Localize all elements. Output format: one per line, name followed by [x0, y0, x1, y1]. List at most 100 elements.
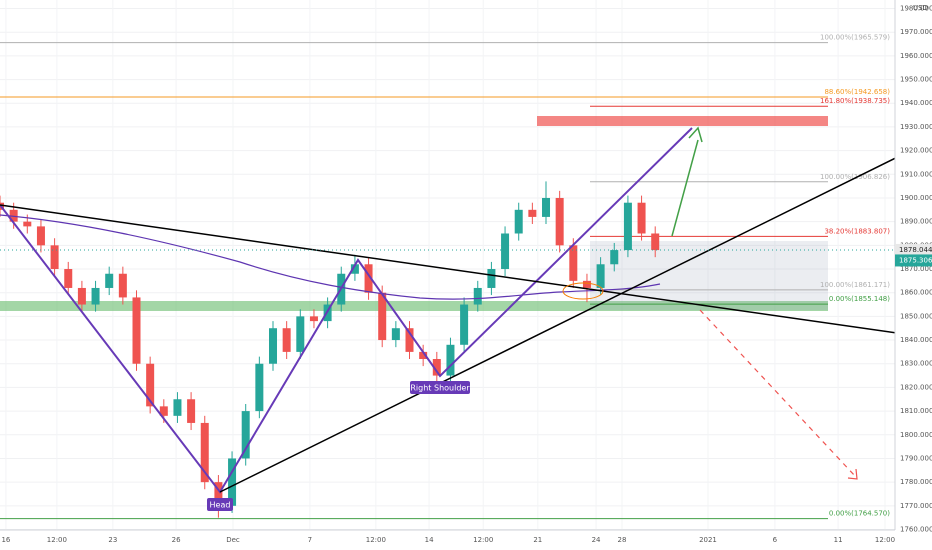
y-tick-label: 1900.000 — [900, 194, 932, 202]
range-box — [590, 241, 828, 310]
fib-label: 100.00%(1861.171) — [820, 281, 890, 289]
candle-body — [391, 328, 400, 341]
x-tick-label: 12:00 — [366, 536, 386, 544]
fib-label: 100.00%(1906.826) — [820, 173, 890, 181]
candle-body — [77, 287, 86, 305]
candle-body — [569, 245, 578, 281]
candle-body — [105, 273, 114, 288]
moving-average — [0, 214, 661, 300]
y-tick-label: 1970.000 — [900, 28, 932, 36]
y-tick-label: 1940.000 — [900, 99, 932, 107]
candle-body — [146, 363, 155, 407]
highlight-ellipse — [562, 282, 604, 300]
x-tick-label: 16 — [1, 536, 10, 544]
bid-price: 1875.306 — [899, 256, 932, 264]
candle-body — [350, 264, 359, 274]
candle-body — [241, 411, 250, 459]
x-tick-label: 12:00 — [47, 536, 67, 544]
head-badge — [207, 498, 233, 511]
x-tick-label: 26 — [172, 536, 181, 544]
candle-body — [378, 292, 387, 341]
candle-body — [269, 328, 278, 364]
candle-body — [596, 264, 605, 288]
candle-body — [514, 209, 523, 234]
candle-body — [487, 269, 496, 288]
x-tick-label: 14 — [425, 536, 434, 544]
candle-body — [23, 221, 32, 227]
fib-label: 161.80%(1938.735) — [820, 97, 890, 105]
candle-body — [405, 328, 414, 352]
y-tick-label: 1830.000 — [900, 360, 932, 368]
x-tick-label: 23 — [108, 536, 117, 544]
y-tick-label: 1850.000 — [900, 312, 932, 320]
y-tick-label: 1980.000 — [900, 5, 932, 13]
y-tick-label: 1800.000 — [900, 431, 932, 439]
shoulder-badge — [410, 381, 470, 394]
candle-body — [159, 406, 168, 416]
bid-price-box — [895, 254, 932, 267]
bear-arrowhead — [847, 468, 858, 480]
levels: 100.00%(1965.579) 88.60%(1942.658)161.80%… — [0, 34, 890, 520]
candle-body — [214, 482, 223, 506]
grid — [0, 0, 895, 530]
y-tick-label: 1840.000 — [900, 336, 932, 344]
candle-body — [542, 197, 551, 217]
fib-label: 38.20%(1883.807) — [824, 227, 890, 235]
candle-body — [419, 351, 428, 359]
last-price-box — [895, 243, 932, 256]
bull-arrowhead — [688, 126, 703, 143]
candle-body — [91, 287, 100, 305]
candle-body — [501, 233, 510, 270]
target-zone — [537, 116, 828, 126]
candle-body — [637, 202, 646, 234]
y-tick-label: 1790.000 — [900, 454, 932, 462]
bear-arrow — [699, 309, 856, 477]
y-tick-label: 1950.000 — [900, 76, 932, 84]
y-tick-label: 1920.000 — [900, 147, 932, 155]
candle-body — [555, 197, 564, 246]
candle-body — [446, 344, 455, 376]
support-zone — [0, 301, 828, 311]
candle-body — [64, 269, 73, 288]
candle-body — [50, 245, 59, 270]
candle-body — [187, 399, 196, 423]
candle-body — [296, 316, 305, 352]
candle-body — [309, 316, 318, 322]
x-tick-label: 2021 — [699, 536, 717, 544]
trendline-up — [219, 139, 932, 493]
x-tick-label: 12:00 — [875, 536, 895, 544]
y-tick-label: 1780.000 — [900, 478, 932, 486]
x-tick-label: 7 — [308, 536, 312, 544]
candle-body — [582, 280, 591, 288]
candle-body — [432, 358, 441, 376]
x-tick-label: 24 — [592, 536, 601, 544]
y-tick-label: 1820.000 — [900, 383, 932, 391]
zigzag — [0, 127, 693, 494]
neckline-down — [0, 204, 932, 339]
x-tick-label: 28 — [618, 536, 627, 544]
candle-body — [528, 209, 537, 217]
candle-body — [228, 458, 237, 506]
candle-body — [610, 250, 619, 265]
price-axis — [895, 0, 932, 550]
y-tick-label: 1960.000 — [900, 52, 932, 60]
candle-body — [460, 304, 469, 345]
candle-body — [255, 363, 264, 412]
y-tick-label: 1890.000 — [900, 218, 932, 226]
head-label: Head — [210, 501, 231, 510]
currency: USD — [913, 4, 928, 12]
candle-body — [473, 287, 482, 305]
y-tick-label: 1870.000 — [900, 265, 932, 273]
candle-body — [282, 328, 291, 352]
time-axis — [0, 530, 932, 550]
candle-body — [118, 273, 127, 298]
x-tick-label: Dec — [226, 536, 240, 544]
y-tick-label: 1860.000 — [900, 289, 932, 297]
x-tick-label: 11 — [834, 536, 843, 544]
fib-label: 88.60%(1942.658) — [824, 88, 890, 96]
x-tick-label: 12:00 — [473, 536, 493, 544]
bull-arrow — [671, 139, 699, 237]
candles — [0, 181, 660, 518]
